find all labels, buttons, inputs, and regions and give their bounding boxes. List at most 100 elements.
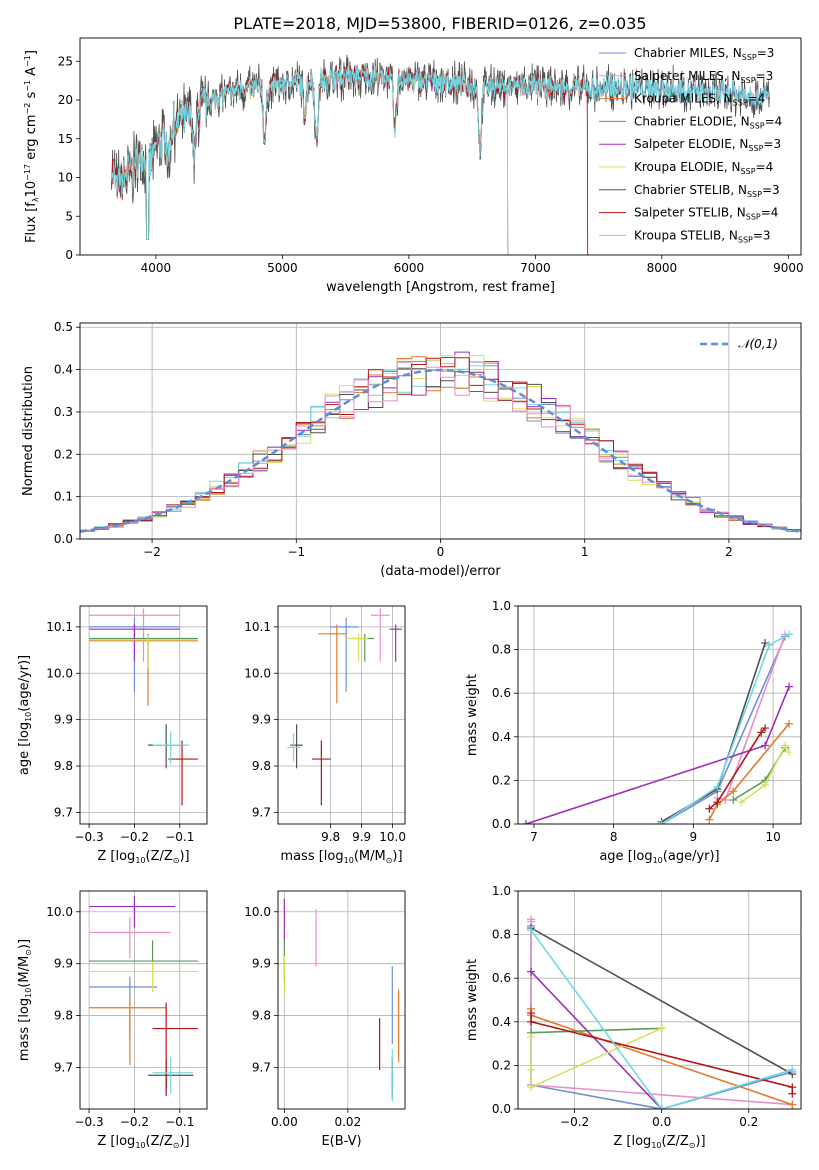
label-part: 10 (24, 988, 33, 998)
axes-frame (517, 605, 802, 825)
panel-mass-vs-extinction: 0.00 0.02 9.7 9.8 9.9 10.0 E(B-V) (244, 890, 406, 1149)
x-tick-label: −1 (287, 545, 305, 559)
label-part: 10 (135, 1141, 145, 1150)
weight-series-line (531, 1027, 662, 1034)
errorbar-point (346, 633, 368, 662)
x-tick-label: 0.0 (652, 1115, 671, 1129)
weight-series-line (530, 1027, 663, 1089)
errorbar-point (330, 617, 359, 692)
histogram-series-line (80, 366, 801, 534)
y-tick-label: 0.0 (492, 817, 511, 831)
weight-point-marker (788, 1065, 797, 1074)
weight-point-marker (657, 820, 666, 824)
legend-label: Chabrier ELODIE, NSSP=4 (634, 114, 782, 130)
y-tick-label: 9.8 (252, 1009, 271, 1023)
axes-frame (517, 890, 802, 1110)
legend-label: Salpeter ELODIE, NSSP=3 (634, 137, 781, 153)
weight-point-marker (527, 1033, 536, 1042)
x-tick-label: 0 (437, 545, 445, 559)
x-tick-label: 2 (725, 545, 733, 559)
errorbar-point (290, 724, 303, 769)
y-tick-label: 9.9 (54, 957, 73, 971)
panel-weight-vs-metallicity: −0.2 0.0 0.2 0.0 0.2 0.4 0.6 0.8 1.0 Z [log10(Z/Z… (465, 884, 802, 1150)
y-tick-label: 0.6 (492, 971, 511, 985)
x-tick-label: 8 (610, 830, 618, 844)
label-part: SSP (733, 99, 748, 108)
errorbar-point (89, 608, 180, 662)
label-part: (Z/Z (146, 849, 173, 864)
label-part: (M/M (354, 849, 386, 864)
label-part: SSP (748, 144, 763, 153)
y-tick-label: 0.4 (54, 363, 73, 377)
y-tick-label: 0.0 (492, 1102, 511, 1116)
x-tick-label: 9.9 (352, 830, 371, 844)
label-part: =3 (757, 46, 775, 60)
plot-area (521, 630, 794, 824)
label-part: SSP (741, 167, 756, 176)
y-tick-label: 10.0 (244, 905, 271, 919)
label-part: ⊙ (386, 856, 393, 865)
y-tick-label: 0.8 (492, 643, 511, 657)
x-tick-label: −0.2 (560, 1115, 589, 1129)
errorbar-point (318, 624, 347, 704)
errorbar-point (89, 997, 167, 1065)
weight-point-marker (785, 682, 794, 691)
label-part: s (24, 92, 39, 103)
x-tick-label: 9000 (773, 261, 804, 275)
y-tick-label: 0.3 (54, 405, 73, 419)
legend-label: Kroupa STELIB, NSSP=3 (634, 228, 771, 244)
x-tick-label: −0.1 (165, 1115, 194, 1129)
y-tick-label: 10.0 (46, 666, 73, 680)
x-tick-label: 6000 (394, 261, 425, 275)
y-tick-label: 5 (65, 209, 73, 223)
weight-series-line (661, 633, 790, 824)
y-tick-label: 25 (58, 54, 73, 68)
label-part: =3 (762, 183, 780, 197)
x-tick-label: 10.0 (379, 830, 406, 844)
spectrum-series-line (111, 65, 510, 255)
legend-label: Kroupa ELODIE, NSSP=4 (634, 160, 773, 176)
errorbar-point (389, 624, 402, 662)
weight-point-marker (788, 1089, 797, 1098)
weight-point-marker (781, 741, 790, 750)
weight-point-marker (521, 820, 530, 824)
x-tick-label: −0.2 (120, 1115, 149, 1129)
legend-label: Kroupa MILES, NSSP=4 (634, 92, 765, 108)
errorbar-point (89, 961, 198, 993)
weight-point-marker (765, 641, 774, 650)
label-part: Kroupa MILES, N (634, 92, 733, 106)
label-part: SSP (741, 76, 756, 85)
label-part: Flux [f (24, 202, 39, 243)
errorbar-point (152, 1002, 198, 1097)
label-part: (Z/Z (146, 1134, 173, 1149)
weight-point-marker (527, 1083, 536, 1092)
y-tick-label: 9.7 (54, 1060, 73, 1074)
y-axis-label: mass weight (465, 674, 480, 756)
legend-label: 𝒩(0,1) (738, 337, 778, 351)
weight-point-marker (527, 967, 536, 976)
x-tick-label: 7000 (520, 261, 551, 275)
y-tick-label: 1.0 (492, 599, 511, 613)
plot-area (287, 608, 402, 806)
label-part: age [log (599, 849, 652, 864)
y-tick-label: 0.2 (492, 1058, 511, 1072)
y-tick-label: 0.5 (54, 320, 73, 334)
plot-area (283, 898, 400, 1102)
panel-age-vs-metallicity: −0.3 −0.2 −0.19.79.89.910.010.1Z [log10(Z/… (17, 605, 208, 865)
y-tick-label: 0.4 (492, 730, 511, 744)
y-axis-label: mass weight (465, 959, 480, 1041)
weight-point-marker (761, 639, 770, 648)
x-tick-label: 7 (530, 830, 538, 844)
errorbar-point (89, 940, 198, 982)
y-tick-label: 15 (58, 132, 73, 146)
y-tick-label: 9.7 (252, 1060, 271, 1074)
y-tick-label: 0.8 (492, 928, 511, 942)
weight-point-marker (785, 719, 794, 728)
weight-series-line (740, 743, 790, 803)
errorbar-point (287, 733, 300, 762)
legend-label: Chabrier MILES, NSSP=3 (634, 46, 774, 62)
label-part: Salpeter ELODIE, N (634, 137, 748, 151)
y-tick-label: 0 (65, 248, 73, 262)
